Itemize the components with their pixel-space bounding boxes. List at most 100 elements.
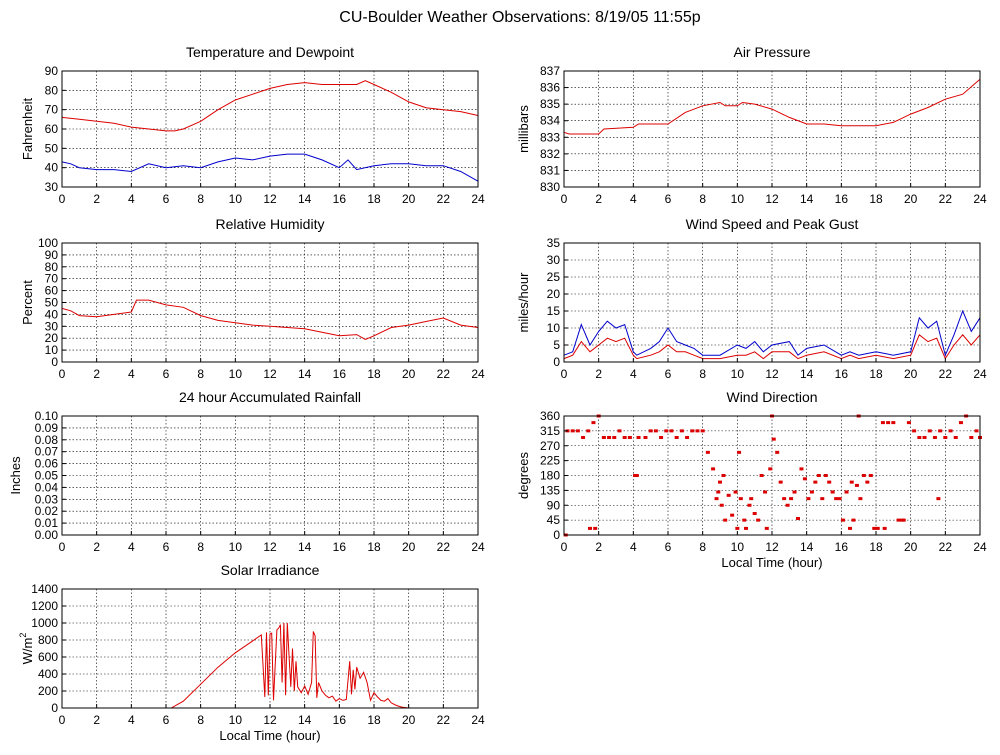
winddir-point [759, 474, 764, 477]
rain-x-tick-label: 14 [298, 540, 312, 554]
winddir-point [849, 480, 854, 484]
winddir-point [716, 490, 721, 494]
rain-chart-title: 24 hour Accumulated Rainfall [179, 389, 361, 405]
rain-x-tick-label: 0 [59, 540, 66, 554]
rain-y-tick-label: 0.05 [35, 469, 59, 483]
rain-x-tick-label: 22 [437, 540, 451, 554]
winddir-point [854, 483, 859, 487]
temp-chart-title: Temperature and Dewpoint [186, 44, 354, 60]
winddir-chart: 0 2 4 6 8 10 12 14 16 18 20 22 240459013518022527031… [516, 389, 987, 570]
winddir-point [721, 474, 726, 477]
temp-x-tick-label: 12 [263, 192, 277, 206]
rain-x-tick-label: 16 [333, 540, 347, 554]
winddir-x-tick-label: 18 [869, 540, 883, 554]
winddir-x-tick-label: 16 [835, 540, 849, 554]
wind-y-tick-label: 25 [547, 270, 561, 284]
wind-x-tick-label: 0 [561, 367, 568, 381]
humidity-x-tick-label: 12 [263, 367, 277, 381]
winddir-point [880, 421, 885, 425]
winddir-y-axis-label: degrees [516, 452, 531, 499]
winddir-point [948, 429, 953, 433]
winddir-point [723, 518, 728, 522]
winddir-point [617, 429, 622, 433]
winddir-point [865, 480, 870, 484]
winddir-point [912, 429, 917, 433]
winddir-point [636, 435, 641, 439]
winddir-point [861, 474, 866, 477]
winddir-point [733, 490, 738, 494]
humidity-x-tick-label: 0 [59, 367, 66, 381]
winddir-point [875, 526, 880, 530]
solar-y-tick-label: 800 [38, 633, 58, 647]
humidity-x-tick-label: 4 [128, 367, 135, 381]
winddir-point [858, 497, 863, 501]
pressure-y-tick-label: 830 [540, 180, 560, 194]
solar-x-tick-label: 14 [298, 713, 312, 727]
wind-y-tick-label: 0 [553, 355, 560, 369]
winddir-point [906, 421, 911, 425]
winddir-point [782, 497, 787, 501]
humidity-y-tick-label: 90 [45, 248, 59, 262]
rain-y-tick-label: 0.06 [35, 457, 59, 471]
wind-x-tick-label: 10 [731, 367, 745, 381]
rain-y-tick-label: 0.02 [35, 504, 59, 518]
temp-y-tick-label: 40 [45, 161, 59, 175]
winddir-y-tick-label: 270 [540, 439, 560, 453]
humidity-x-tick-label: 20 [402, 367, 416, 381]
winddir-x-tick-label: 20 [904, 540, 918, 554]
winddir-y-tick-label: 45 [547, 513, 561, 527]
winddir-point [816, 474, 821, 477]
winddir-point [679, 429, 684, 433]
winddir-point [690, 429, 695, 433]
rain-x-tick-label: 12 [263, 540, 277, 554]
winddir-point [802, 477, 807, 481]
humidity-y-tick-label: 40 [45, 307, 59, 321]
wind-y-tick-label: 10 [547, 321, 561, 335]
winddir-point [659, 435, 664, 439]
winddir-point [738, 497, 743, 501]
winddir-point [820, 497, 825, 501]
winddir-point [938, 429, 943, 433]
winddir-x-tick-label: 0 [561, 540, 568, 554]
winddir-x-tick-label: 4 [630, 540, 637, 554]
rain-y-tick-label: 0.00 [35, 528, 59, 542]
temp-series-line-0 [61, 80, 479, 132]
rain-y-tick-label: 0.07 [35, 445, 59, 459]
solar-chart: 0 2 4 6 8 10 12 14 16 18 20 22 240200400600800100012… [18, 562, 485, 743]
winddir-point [809, 490, 814, 494]
winddir-point [764, 526, 769, 530]
temp-x-tick-label: 20 [402, 192, 416, 206]
winddir-point [868, 474, 873, 477]
winddir-point [737, 450, 742, 454]
humidity-y-tick-label: 100 [38, 236, 58, 250]
temp-x-tick-label: 16 [333, 192, 347, 206]
winddir-point [792, 490, 797, 494]
pressure-x-tick-label: 20 [904, 192, 918, 206]
winddir-point [653, 429, 658, 433]
winddir-point [601, 435, 606, 439]
winddir-point [936, 497, 941, 501]
wind-x-tick-label: 14 [800, 367, 814, 381]
humidity-x-tick-label: 22 [437, 367, 451, 381]
winddir-point [744, 526, 748, 530]
pressure-y-tick-label: 834 [540, 114, 560, 128]
wind-chart: 0 2 4 6 8 10 12 14 16 18 20 22 2405101520253035Wind … [516, 216, 987, 381]
humidity-y-axis-label: Percent [20, 280, 35, 325]
pressure-y-tick-label: 832 [540, 147, 560, 161]
winddir-point [886, 421, 891, 425]
winddir-point [607, 435, 612, 439]
humidity-chart-title: Relative Humidity [216, 216, 325, 232]
rain-x-tick-label: 2 [93, 540, 100, 554]
winddir-x-tick-label: 12 [765, 540, 779, 554]
wind-x-tick-label: 18 [869, 367, 883, 381]
winddir-point [622, 435, 627, 439]
rain-x-tick-label: 24 [471, 540, 485, 554]
rain-chart: 0 2 4 6 8 10 12 14 16 18 20 22 240.000.010.020.030.0… [8, 389, 485, 554]
temp-y-tick-label: 50 [45, 141, 59, 155]
winddir-point [586, 429, 591, 433]
winddir-point [953, 435, 958, 439]
humidity-x-tick-label: 2 [93, 367, 100, 381]
winddir-point [834, 497, 839, 501]
temp-y-axis-label: Fahrenheit [20, 98, 35, 161]
winddir-point [749, 497, 754, 501]
